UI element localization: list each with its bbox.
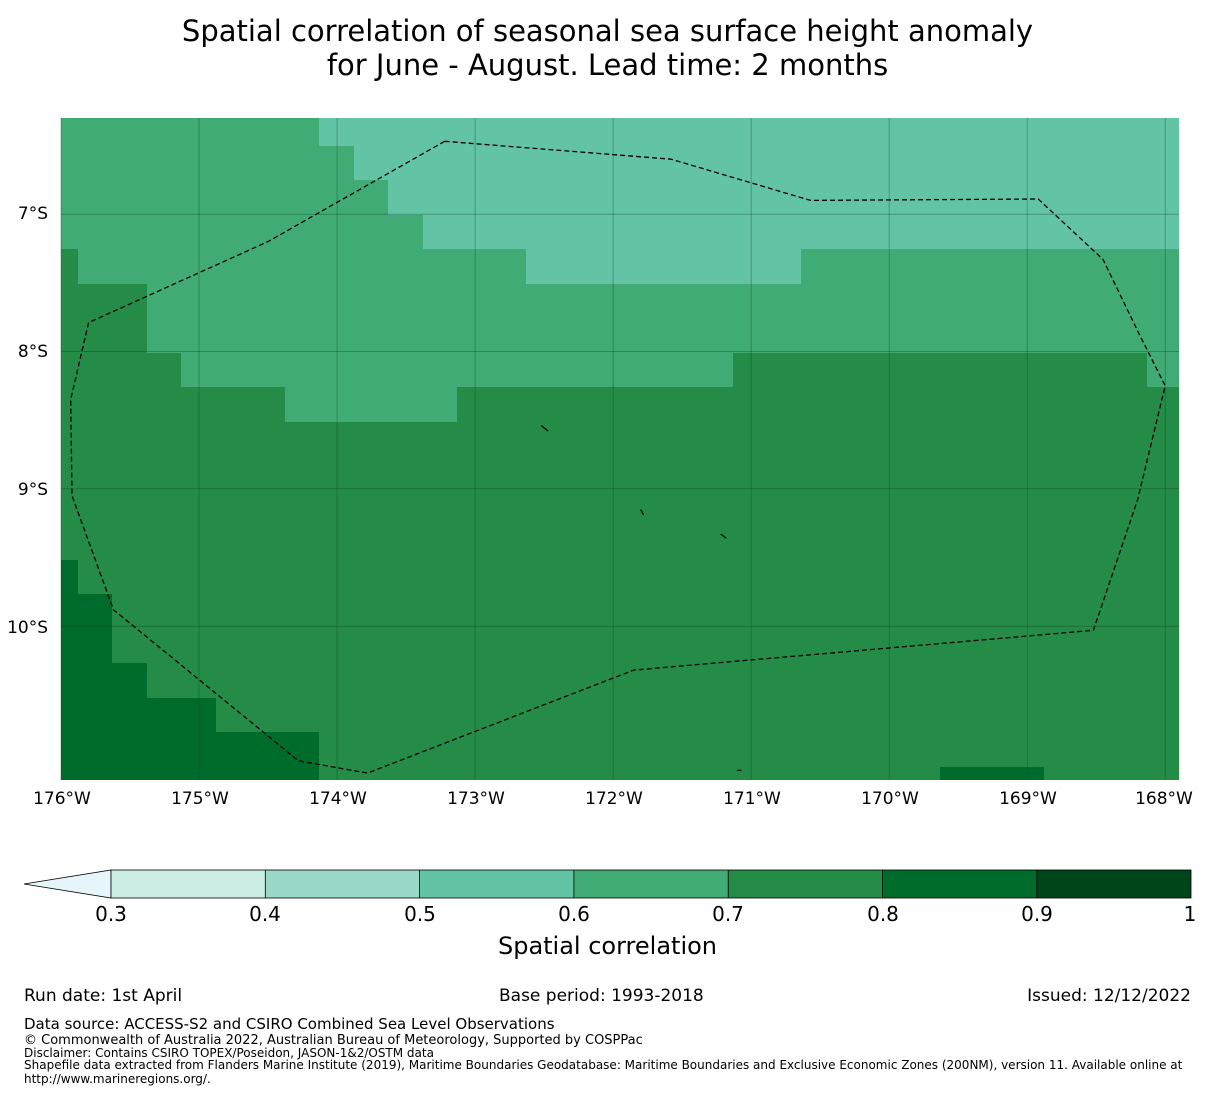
colorbar-tick-label: 0.8 xyxy=(867,902,899,926)
lon-tick-label: 176°W xyxy=(33,789,91,809)
lat-tick-label: 8°S xyxy=(17,342,48,362)
correlation-region-0.8-0.9 xyxy=(216,732,319,780)
disclaimer-text: Disclaimer: Contains CSIRO TOPEX/Poseido… xyxy=(24,1046,434,1060)
correlation-region-0.8-0.9 xyxy=(78,594,112,780)
lon-tick-label: 172°W xyxy=(585,789,643,809)
lon-tick-label: 173°W xyxy=(447,789,505,809)
colorbar-segment xyxy=(1036,870,1191,898)
colorbar-segment xyxy=(573,870,729,898)
colorbar-tick-label: 0.6 xyxy=(558,902,590,926)
correlation-region-0.5-0.6 xyxy=(319,118,1179,146)
title-line-2: for June - August. Lead time: 2 months xyxy=(326,48,889,82)
colorbar-tick-label: 0.3 xyxy=(95,902,127,926)
islands xyxy=(540,425,742,771)
colorbar-frame xyxy=(110,869,1192,899)
correlation-region-0.8-0.9 xyxy=(940,767,1044,780)
eez-boundary xyxy=(70,140,1166,774)
colorbar-segment xyxy=(265,870,420,898)
colorbar-tick-label: 0.9 xyxy=(1021,902,1053,926)
data-source: Data source: ACCESS-S2 and CSIRO Combine… xyxy=(24,1015,555,1033)
issued-date: Issued: 12/12/2022 xyxy=(1027,986,1191,1006)
correlation-region-0.6-0.7 xyxy=(147,284,1179,353)
colorbar-segment xyxy=(882,870,1037,898)
colorbar-tick-label: 0.4 xyxy=(249,902,281,926)
lon-tick-label: 174°W xyxy=(309,789,367,809)
colorbar-tick-label: 0.5 xyxy=(404,902,436,926)
correlation-region-0.5-0.6 xyxy=(388,180,1179,215)
correlation-region-0.5-0.6 xyxy=(526,249,801,284)
island-coastline xyxy=(540,425,549,432)
correlation-field xyxy=(61,118,1179,780)
correlation-region-0.5-0.6 xyxy=(354,146,1179,180)
graticule xyxy=(60,118,1179,780)
title-line-1: Spatial correlation of seasonal sea surf… xyxy=(181,14,1034,48)
colorbar-segment xyxy=(111,870,266,898)
lat-tick-label: 10°S xyxy=(7,618,48,638)
map-title: Spatial correlation of seasonal sea surf… xyxy=(0,14,1215,82)
island-coastline xyxy=(720,533,727,539)
lon-tick-label: 171°W xyxy=(723,789,781,809)
base-period: Base period: 1993-2018 xyxy=(499,986,704,1006)
colorbar-tick-label: 1 xyxy=(1183,902,1197,926)
run-date: Run date: 1st April xyxy=(24,986,183,1006)
colorbar-segment xyxy=(728,870,883,898)
lon-tick-label: 169°W xyxy=(999,789,1057,809)
colorbar-tick-label: 0.7 xyxy=(712,902,744,926)
correlation-region-0.6-0.7 xyxy=(285,387,457,422)
colorbar-segment xyxy=(419,870,574,898)
copyright-text: © Commonwealth of Australia 2022, Austra… xyxy=(24,1033,643,1048)
lat-tick-label: 7°S xyxy=(17,204,48,224)
lon-tick-label: 170°W xyxy=(861,789,919,809)
colorbar-extend-triangle xyxy=(23,869,112,899)
correlation-region-0.6-0.7 xyxy=(181,353,733,387)
colorbar xyxy=(23,869,1192,899)
shapefile-link: http://www.marineregions.org/. xyxy=(24,1072,211,1086)
correlation-region-0.8-0.9 xyxy=(61,560,78,780)
correlation-region-0.5-0.6 xyxy=(423,215,1179,249)
colorbar-title: Spatial correlation xyxy=(497,932,718,960)
lon-tick-label: 168°W xyxy=(1135,789,1193,809)
island-coastline xyxy=(640,509,645,516)
correlation-region-0.8-0.9 xyxy=(147,698,216,780)
lon-tick-label: 175°W xyxy=(171,789,229,809)
lat-tick-label: 9°S xyxy=(17,480,48,500)
shapefile-credit: Shapefile data extracted from Flanders M… xyxy=(24,1058,1183,1072)
correlation-region-0.8-0.9 xyxy=(112,663,147,780)
